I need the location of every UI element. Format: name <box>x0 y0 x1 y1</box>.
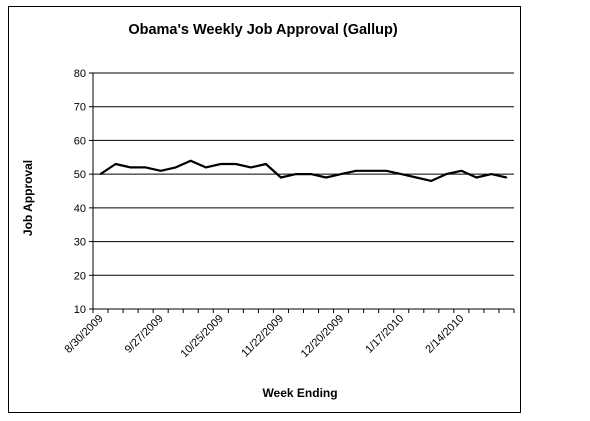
data-point <box>144 166 147 169</box>
x-tick-label: 9/27/2009 <box>123 313 166 356</box>
data-point <box>235 163 237 165</box>
data-point <box>340 173 342 175</box>
data-point <box>475 176 478 179</box>
data-point <box>505 176 508 179</box>
x-tick-label: 12/20/2009 <box>299 313 346 360</box>
data-point <box>430 180 433 182</box>
data-point <box>265 163 267 165</box>
x-axis-ticks: 8/30/2009 9/27/2009 10/25/2009 11/22/2009 12… <box>63 309 515 360</box>
data-point <box>325 176 327 179</box>
axes <box>92 73 514 310</box>
data-point <box>415 176 418 179</box>
data-point <box>204 166 207 169</box>
y-tick-label: 40 <box>74 203 86 215</box>
data-point <box>445 173 448 175</box>
y-axis-ticks: 10 20 30 40 50 60 70 80 <box>74 68 93 316</box>
data-point <box>280 176 282 179</box>
gridlines <box>93 72 514 310</box>
y-tick-label: 60 <box>74 135 86 147</box>
y-tick-label: 70 <box>74 102 86 114</box>
data-point <box>460 169 463 172</box>
data-point <box>114 163 117 165</box>
chart-title: Obama's Weekly Job Approval (Gallup) <box>128 22 398 38</box>
series-layer <box>99 159 508 182</box>
y-tick-label: 30 <box>74 237 86 249</box>
data-point <box>250 166 252 169</box>
y-axis-label: Job Approval <box>21 160 35 236</box>
x-tick-label: 8/30/2009 <box>63 313 106 356</box>
data-point <box>189 159 192 162</box>
data-point <box>99 173 102 175</box>
data-point <box>220 163 222 165</box>
data-point <box>400 173 403 175</box>
y-tick-label: 50 <box>74 169 86 181</box>
data-point <box>310 173 312 175</box>
data-point <box>174 166 177 169</box>
x-tick-label: 10/25/2009 <box>179 313 226 360</box>
series-line <box>99 159 507 182</box>
y-tick-label: 20 <box>74 270 86 282</box>
y-tick-label: 80 <box>74 68 86 80</box>
data-point <box>129 166 132 169</box>
data-point <box>490 173 493 175</box>
data-point <box>355 169 357 172</box>
data-point <box>385 169 387 172</box>
data-point <box>370 169 372 172</box>
y-tick-label: 10 <box>74 304 86 316</box>
line-chart: Obama's Weekly Job Approval (Gallup) Job… <box>21 22 515 400</box>
chart-frame: Obama's Weekly Job Approval (Gallup) Job… <box>8 6 521 413</box>
x-axis-label: Week Ending <box>262 386 337 400</box>
x-tick-label: 2/14/2010 <box>423 313 466 356</box>
x-tick-label: 1/17/2010 <box>363 313 406 356</box>
data-point <box>159 169 162 172</box>
x-tick-label: 11/22/2009 <box>239 313 286 360</box>
data-point <box>295 173 297 175</box>
